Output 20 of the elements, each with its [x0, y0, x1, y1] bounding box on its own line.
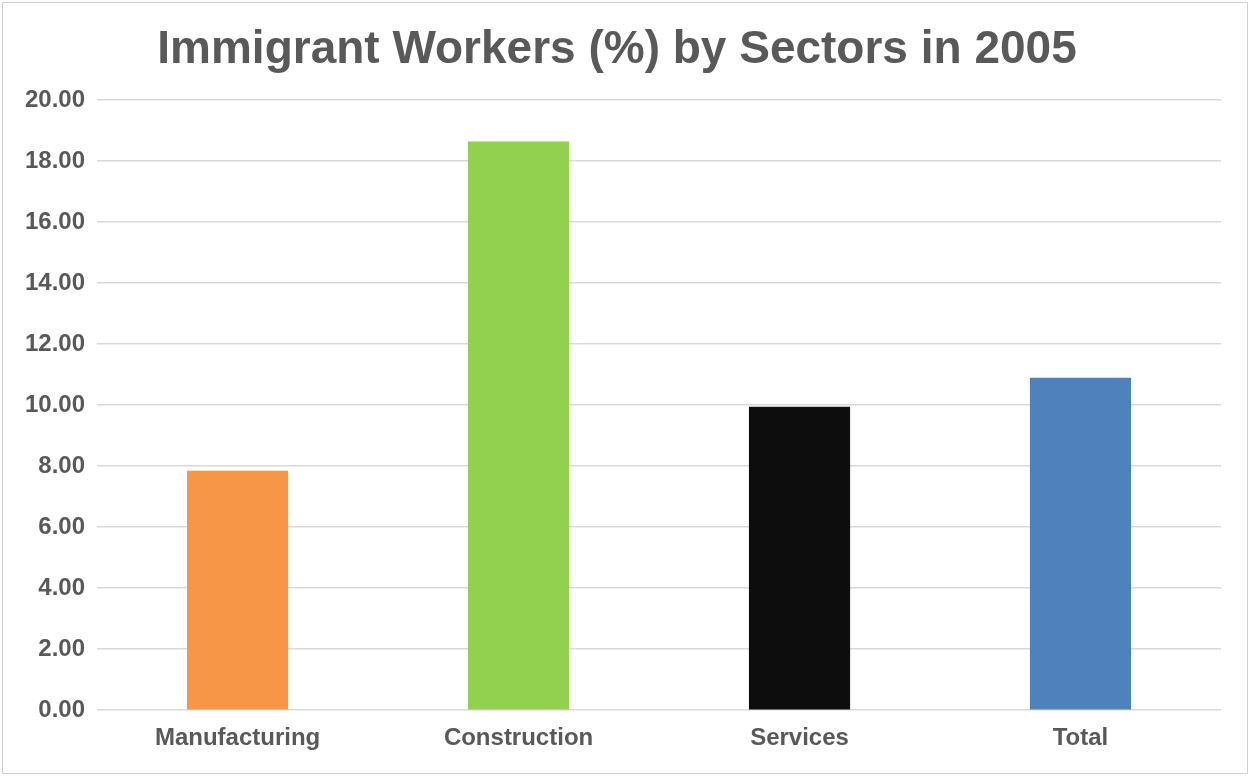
y-tick-label: 10.00 — [25, 389, 86, 417]
x-tick-label: Manufacturing — [154, 723, 321, 751]
y-tick-label: 8.00 — [38, 450, 86, 478]
x-tick-label: Total — [1052, 723, 1109, 751]
bar — [186, 470, 289, 710]
bar — [748, 406, 851, 710]
x-tick-label: Services — [750, 723, 849, 751]
y-tick-label: 0.00 — [38, 694, 86, 722]
chart-title: Immigrant Workers (%) by Sectors in 2005 — [157, 21, 1077, 74]
bar — [467, 141, 570, 710]
y-tick-label: 2.00 — [38, 633, 86, 661]
y-tick-label: 4.00 — [38, 572, 86, 600]
bar — [1029, 377, 1132, 710]
y-tick-label: 6.00 — [38, 511, 86, 539]
y-tick-label: 12.00 — [25, 328, 86, 356]
y-tick-label: 20.00 — [25, 84, 86, 112]
y-tick-label: 18.00 — [25, 145, 86, 173]
y-tick-label: 16.00 — [25, 206, 86, 234]
y-tick-label: 14.00 — [25, 267, 86, 295]
x-tick-label: Construction — [443, 723, 594, 751]
